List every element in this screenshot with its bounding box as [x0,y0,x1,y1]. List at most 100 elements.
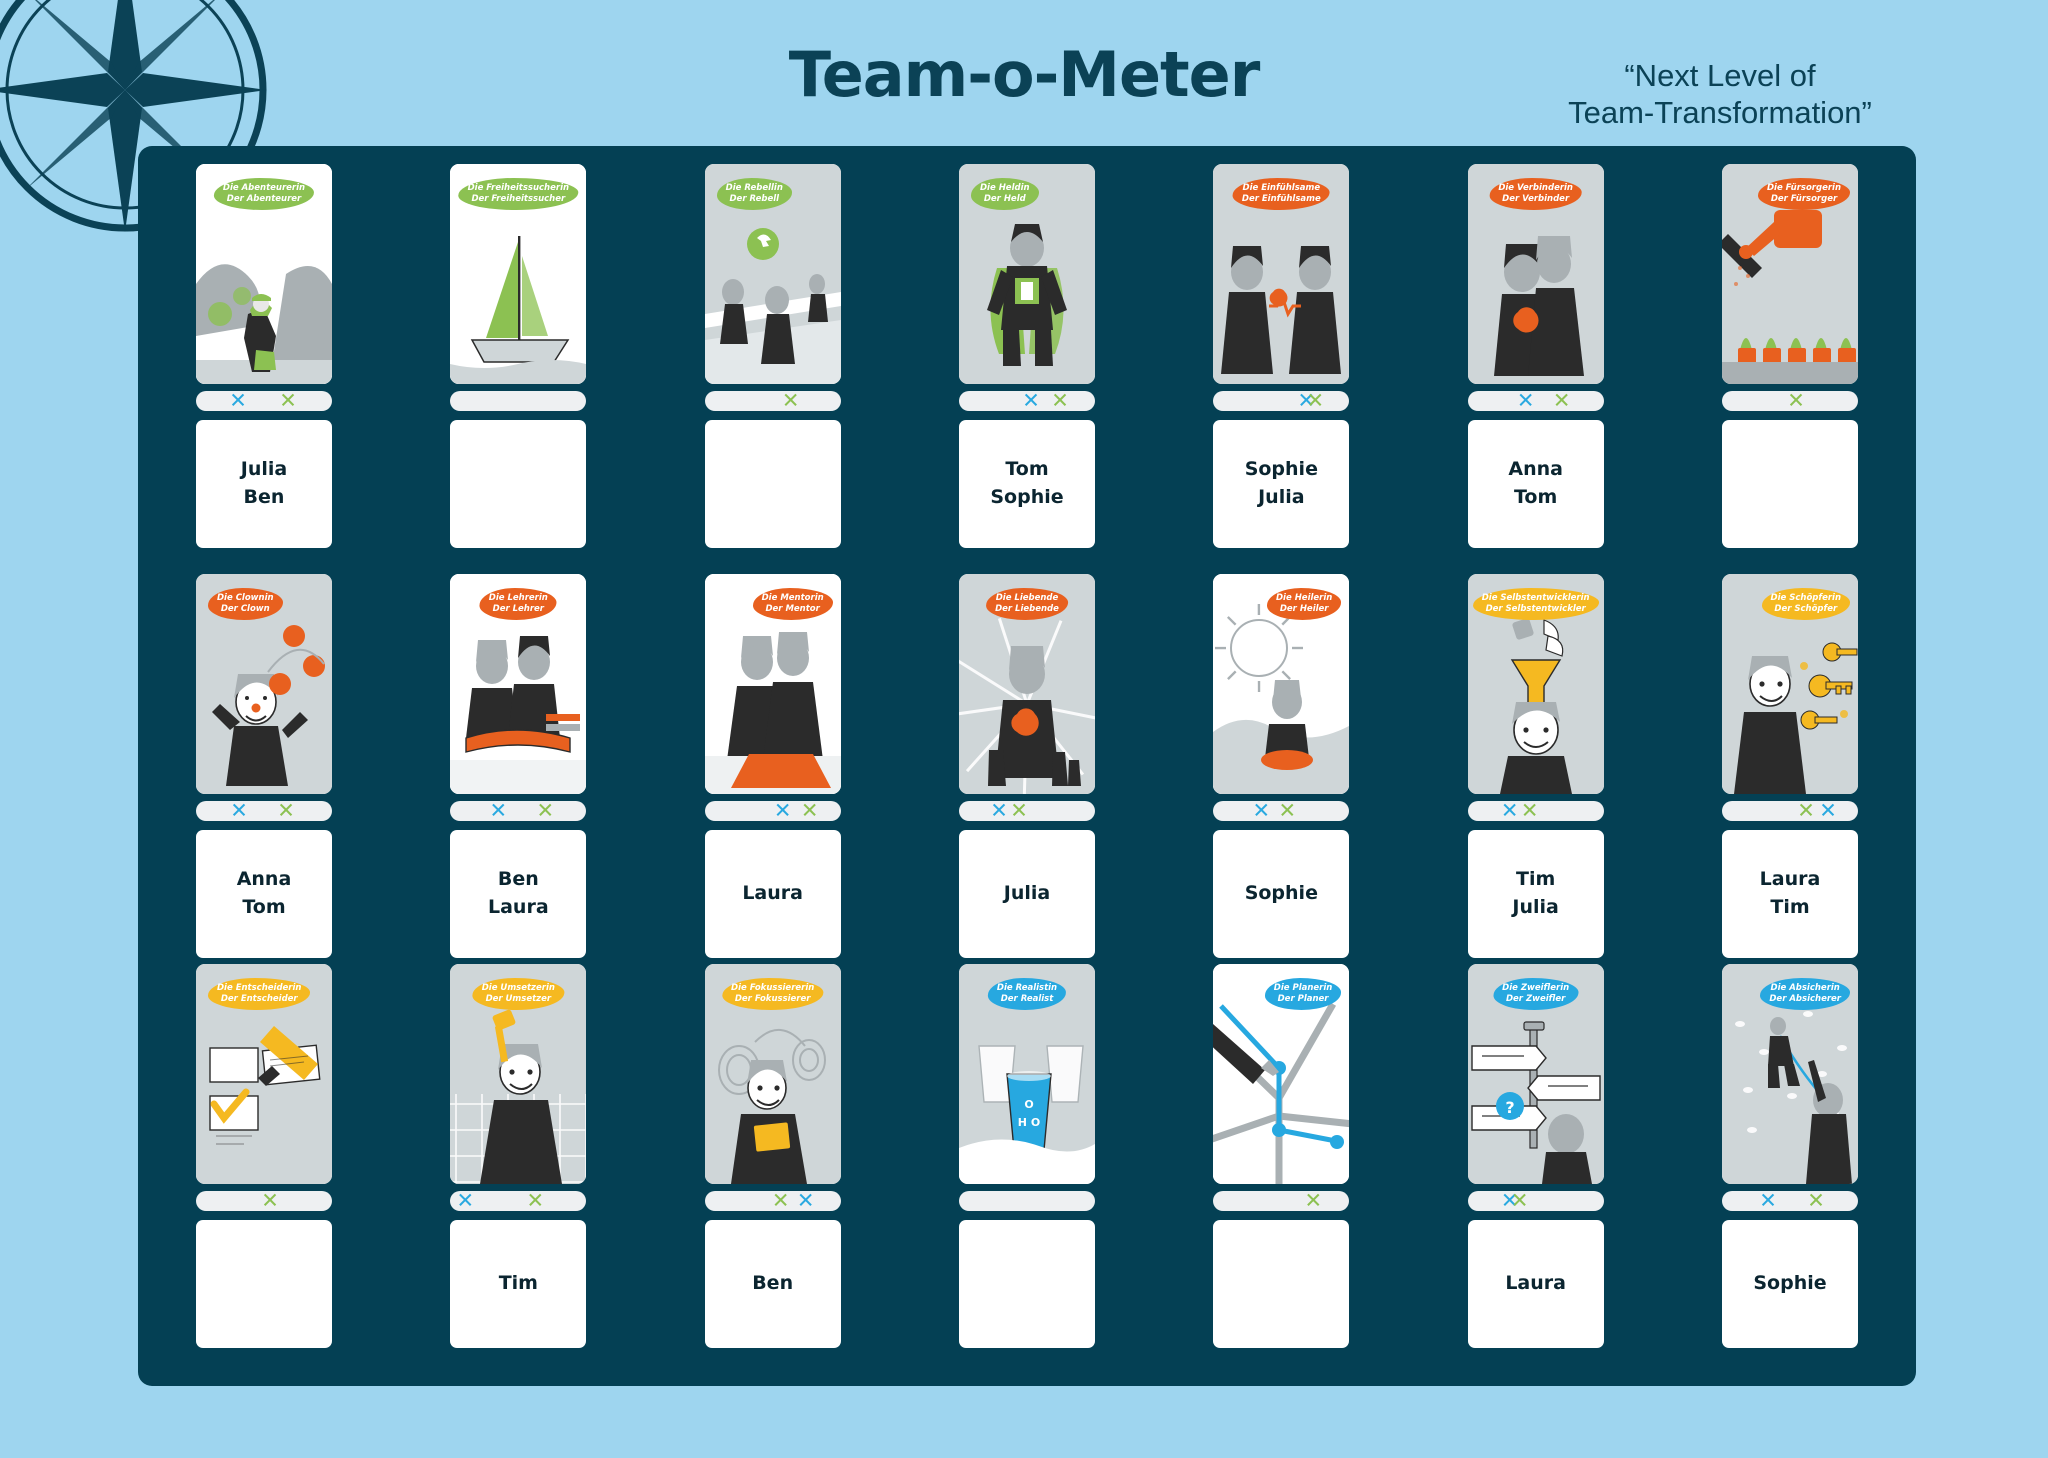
marker-bar[interactable]: ✕ ✕ [959,388,1095,413]
name-card[interactable]: Tom Sophie [959,420,1095,548]
marker-bar[interactable]: ✕ ✕ [1722,798,1858,823]
role-card[interactable]: Die Selbstentwicklerin Der Selbstentwickl… [1467,574,1604,794]
marker-bar[interactable]: ✕ ✕ [1467,388,1604,413]
blue-x-marker-icon[interactable]: ✕ [229,388,247,413]
name-card[interactable] [1722,420,1858,548]
role-name-female: Die Lehrerin [488,593,548,603]
name-card[interactable]: Julia Ben [196,420,332,548]
blue-x-marker-icon[interactable]: ✕ [489,798,508,823]
green-x-marker-icon[interactable]: ✕ [277,798,295,823]
role-card[interactable]: Die Rebellin Der Rebell [704,164,841,384]
blue-x-marker-icon[interactable]: ✕ [1500,1188,1519,1213]
blue-x-marker-icon[interactable]: ✕ [1500,798,1519,823]
green-x-marker-icon[interactable]: ✕ [1807,1188,1825,1213]
svg-text:O: O [1024,1098,1033,1111]
role-card[interactable]: Die Lehrerin Der Lehrer [450,574,587,794]
blue-x-marker-icon[interactable]: ✕ [1252,798,1271,823]
marker-bar[interactable]: ✕ [704,388,841,413]
marker-bar[interactable]: ✕ ✕ [704,1188,841,1213]
role-card[interactable]: Die Verbinderin Der Verbinder [1467,164,1604,384]
name-card[interactable]: Anna Tom [1467,420,1604,548]
marker-bar[interactable]: ✕ ✕ [1213,388,1350,413]
marker-bar[interactable]: ✕ [1213,1188,1350,1213]
role-card[interactable]: Die Fürsorgerin Der Fürsorger [1722,164,1858,384]
green-x-marker-icon[interactable]: ✕ [1051,388,1069,413]
name-card[interactable]: Tim [450,1220,587,1348]
name-card[interactable] [704,420,841,548]
marker-bar[interactable] [450,391,587,411]
marker-bar[interactable]: ✕ ✕ [196,798,332,823]
name-card[interactable]: Ben [704,1220,841,1348]
role-card[interactable]: Die Heilerin Der Heiler [1213,574,1350,794]
name-card[interactable]: Laura Tim [1722,830,1858,958]
name-card[interactable]: Sophie [1722,1220,1858,1348]
name-card[interactable]: Anna Tom [196,830,332,958]
marker-bar[interactable]: ✕ [1722,388,1858,413]
green-x-marker-icon[interactable]: ✕ [1304,1188,1323,1213]
name-card[interactable]: Laura [704,830,841,958]
role-card[interactable]: Die Liebende Der Liebende [959,574,1095,794]
role-card[interactable]: O H O Die Realistin Der Realist [959,964,1095,1184]
marker-bar[interactable]: ✕ ✕ [196,388,332,413]
green-x-marker-icon[interactable]: ✕ [1787,388,1805,413]
blue-x-marker-icon[interactable]: ✕ [1516,388,1535,413]
marker-bar[interactable]: ✕ ✕ [1467,798,1604,823]
green-x-marker-icon[interactable]: ✕ [261,1188,279,1213]
green-x-marker-icon[interactable]: ✕ [1520,798,1539,823]
green-x-marker-icon[interactable]: ✕ [1797,798,1815,823]
role-card[interactable]: Die Absicherin Der Absicherer [1722,964,1858,1184]
green-x-marker-icon[interactable]: ✕ [800,798,819,823]
role-card[interactable]: Die Abenteurerin Der Abenteurer [196,164,332,384]
name-card[interactable] [1213,1220,1350,1348]
green-x-marker-icon[interactable]: ✕ [1510,1188,1529,1213]
name-card[interactable]: Ben Laura [450,830,587,958]
name-card[interactable]: Sophie Julia [1213,420,1350,548]
blue-x-marker-icon[interactable]: ✕ [230,798,248,823]
role-card[interactable]: Die Heldin Der Held [959,164,1095,384]
green-x-marker-icon[interactable]: ✕ [771,1188,790,1213]
name-card[interactable]: Tim Julia [1467,830,1604,958]
marker-bar[interactable]: ✕ ✕ [1467,1188,1604,1213]
marker-bar[interactable]: ✕ ✕ [1722,1188,1858,1213]
marker-bar[interactable]: ✕ ✕ [450,798,587,823]
role-card[interactable]: ? Die Zweiflerin Der Zweifler [1467,964,1604,1184]
blue-x-marker-icon[interactable]: ✕ [796,1188,815,1213]
name-card[interactable]: Laura [1467,1220,1604,1348]
marker-bar[interactable]: ✕ ✕ [959,798,1095,823]
blue-x-marker-icon[interactable]: ✕ [990,798,1008,823]
role-card[interactable]: Die Schöpferin Der Schöpfer [1722,574,1858,794]
name-card[interactable]: Julia [959,830,1095,958]
marker-bar[interactable]: ✕ ✕ [450,1188,587,1213]
role-card[interactable]: Die Clownin Der Clown [196,574,332,794]
blue-x-marker-icon[interactable]: ✕ [773,798,792,823]
green-x-marker-icon[interactable]: ✕ [781,388,800,413]
marker-bar[interactable]: ✕ ✕ [704,798,841,823]
blue-x-marker-icon[interactable]: ✕ [1759,1188,1777,1213]
role-card[interactable]: Die Freiheitssucherin Der Freiheitssucher [450,164,587,384]
green-x-marker-icon[interactable]: ✕ [1010,798,1028,823]
role-cell: Die Liebende Der Liebende ✕ ✕ Julia [959,574,1095,964]
marker-bar[interactable]: ✕ ✕ [1213,798,1350,823]
role-card[interactable]: Die Planerin Der Planer [1213,964,1350,1184]
name-card[interactable] [959,1220,1095,1348]
green-x-marker-icon[interactable]: ✕ [536,798,555,823]
blue-x-marker-icon[interactable]: ✕ [1819,798,1837,823]
role-card[interactable]: Die Mentorin Der Mentor [704,574,841,794]
green-x-marker-icon[interactable]: ✕ [1306,388,1325,413]
role-card[interactable]: Die Umsetzerin Der Umsetzer [450,964,587,1184]
role-card[interactable]: Die Entscheiderin Der Entscheider [196,964,332,1184]
role-card[interactable]: Die Einfühlsame Der Einfühlsame [1213,164,1350,384]
name-card[interactable]: Sophie [1213,830,1350,958]
green-x-marker-icon[interactable]: ✕ [526,1188,545,1213]
blue-x-marker-icon[interactable]: ✕ [456,1188,475,1213]
blue-x-marker-icon[interactable]: ✕ [1297,388,1316,413]
name-card[interactable] [450,420,587,548]
name-card[interactable] [196,1220,332,1348]
green-x-marker-icon[interactable]: ✕ [1552,388,1571,413]
role-card[interactable]: Die Fokussiererin Der Fokussierer [704,964,841,1184]
marker-bar[interactable]: ✕ [196,1188,332,1213]
marker-bar[interactable] [959,1191,1095,1211]
green-x-marker-icon[interactable]: ✕ [1278,798,1297,823]
green-x-marker-icon[interactable]: ✕ [279,388,297,413]
blue-x-marker-icon[interactable]: ✕ [1022,388,1040,413]
